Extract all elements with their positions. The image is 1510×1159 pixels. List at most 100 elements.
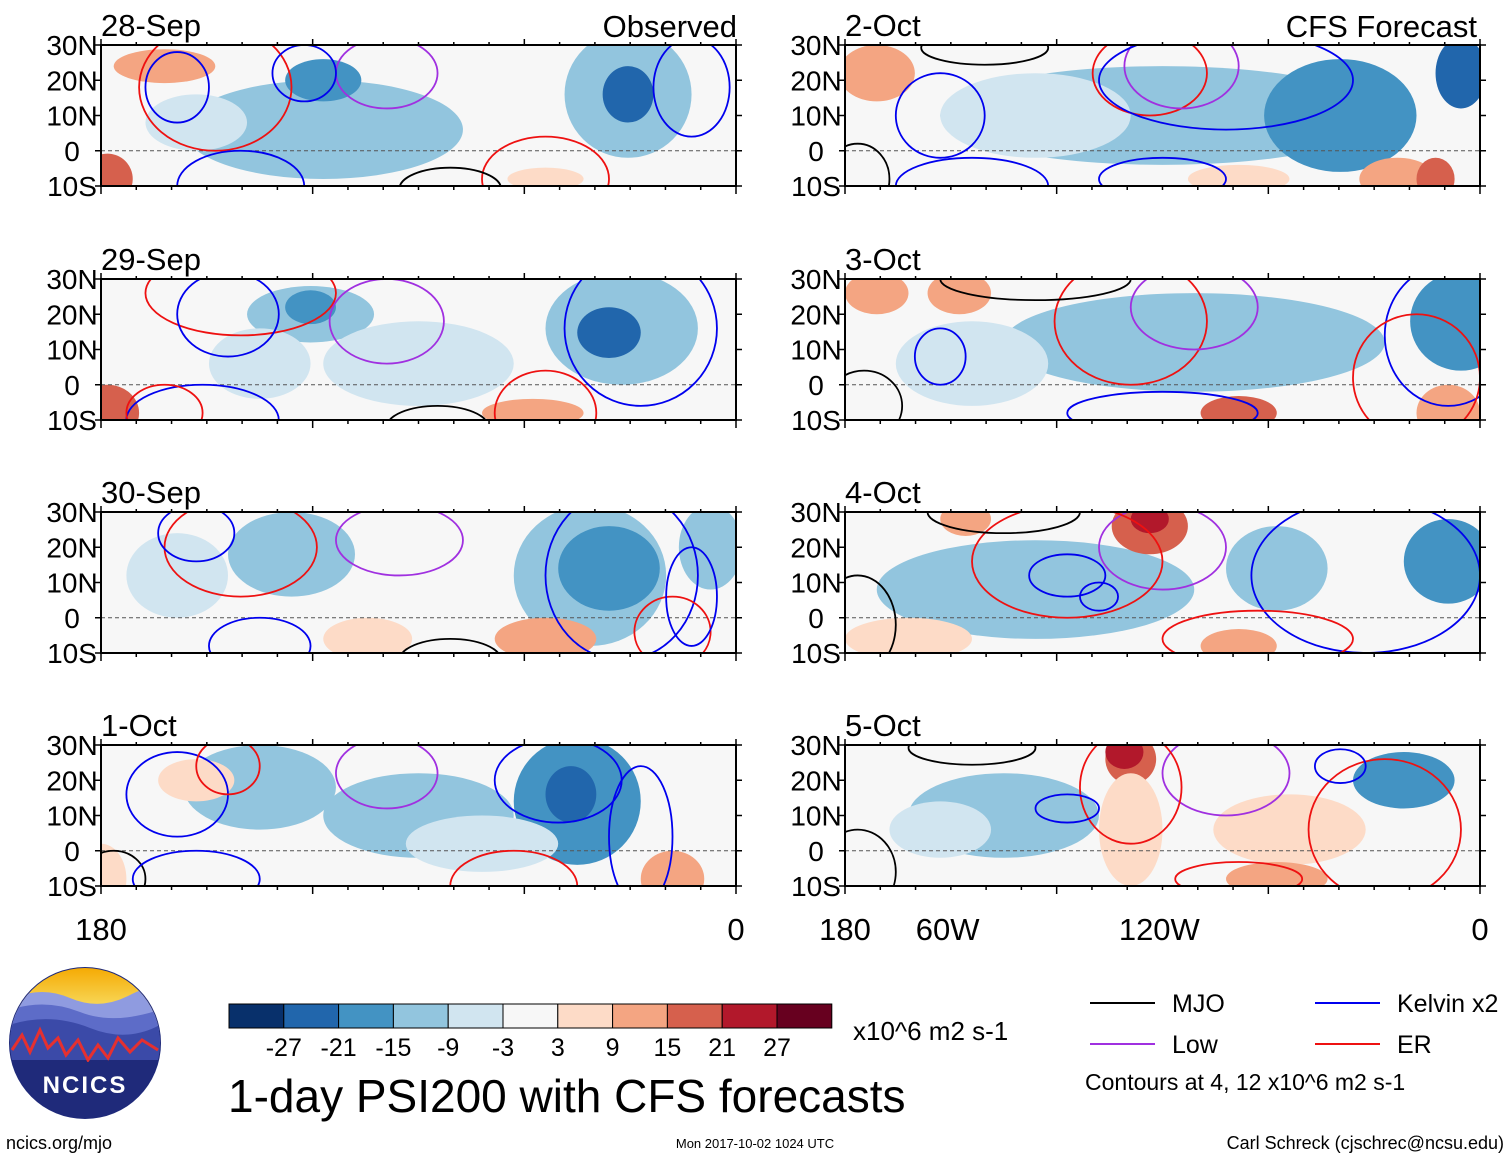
y-tick-label: 10S [47, 871, 97, 902]
kelvin-contour [652, 45, 731, 138]
colorbar-swatch [666, 1003, 723, 1029]
er-contour [481, 135, 610, 186]
field-blob [845, 45, 915, 102]
kelvin-contour [1066, 390, 1259, 420]
coastline [743, 505, 796, 600]
panel-30-Sep: 30N 20N 10N 0 10S 30-Sep [46, 475, 796, 669]
panel-date-label: 28-Sep [101, 8, 201, 43]
y-tick-label: 10S [791, 405, 841, 436]
field-blob [507, 167, 584, 186]
colorbar-label: -15 [375, 1034, 411, 1062]
kelvin-contour [1314, 748, 1367, 784]
field-blob [1264, 59, 1417, 172]
er-contour [971, 512, 1164, 619]
er-contour [1079, 745, 1183, 845]
footer-author: Carl Schreck (cjschrec@ncsu.edu) [1227, 1133, 1504, 1153]
y-tick-label: 10S [47, 171, 97, 202]
low-contour [335, 745, 439, 810]
field-blob [1187, 164, 1290, 186]
y-tick-label: 30N [790, 730, 841, 761]
panel-1-Oct: 30N 20N 10N 0 10S 1-Oct [46, 708, 742, 902]
er-contour [1161, 609, 1354, 653]
kelvin-contour [157, 512, 236, 563]
field-blob [482, 398, 584, 420]
low-contour [1123, 45, 1240, 110]
kelvin-contour [271, 45, 337, 103]
x-tick-label: 0 [1471, 912, 1488, 947]
coastline [743, 38, 796, 133]
coastline [1487, 505, 1510, 600]
x-tick-label: 0 [727, 912, 744, 947]
y-tick-label: 0 [64, 136, 80, 167]
legend-label: ER [1397, 1031, 1432, 1059]
colorbar-label: 27 [763, 1034, 791, 1062]
y-tick-label: 10N [790, 801, 841, 832]
field-blob [113, 49, 216, 84]
er-contour [1307, 758, 1462, 886]
legend-contour-note: Contours at 4, 12 x10^6 m2 s-1 [1085, 1069, 1405, 1095]
kelvin-contour [1098, 156, 1227, 186]
coastline [1487, 738, 1510, 833]
y-tick-label: 0 [808, 370, 824, 401]
field-blob [101, 153, 133, 186]
footer-url: ncics.org/mjo [6, 1133, 112, 1153]
field-blob [1403, 519, 1480, 604]
colorbar-label: -9 [437, 1034, 459, 1062]
er-contour [1053, 279, 1208, 386]
kelvin-contour [176, 149, 306, 186]
mjo-contour [920, 45, 1050, 66]
y-tick-label: 10S [47, 405, 97, 436]
er-contour [144, 279, 337, 337]
y-tick-label: 10S [791, 871, 841, 902]
er-contour [138, 45, 293, 152]
low-contour [1098, 512, 1227, 591]
panel-29-Sep: 30N 20N 10N 0 10S 29-Sep [46, 242, 742, 436]
low-contour [1129, 279, 1259, 351]
header-observed: Observed [603, 9, 737, 44]
field-blob [1359, 157, 1436, 186]
field-blob [1213, 794, 1366, 865]
field-blob [183, 80, 463, 179]
y-tick-label: 30N [790, 497, 841, 528]
panel-date-label: 1-Oct [101, 708, 177, 743]
er-contour [163, 512, 318, 598]
kelvin-contour [125, 383, 280, 420]
kelvin-contour [608, 765, 674, 886]
er-contour [633, 595, 712, 653]
y-tick-label: 10N [46, 101, 97, 132]
mjo-contour [845, 574, 897, 653]
mjo-contour [845, 828, 897, 886]
kelvin-contour [176, 279, 280, 358]
field-blob [1353, 752, 1455, 809]
mjo-contour [845, 369, 904, 420]
field-blob [285, 290, 336, 325]
colorbar-swatch [557, 1003, 614, 1029]
panel-28-Sep: 30N 20N 10N 0 10S 28-Sep [46, 8, 796, 202]
y-tick-label: 10N [790, 568, 841, 599]
y-tick-label: 10N [790, 101, 841, 132]
field-blob [895, 321, 1049, 406]
field-blob [889, 801, 992, 858]
field-blob [845, 279, 909, 315]
y-tick-label: 10N [46, 801, 97, 832]
colorbar-label: -3 [492, 1034, 514, 1062]
field-blob [101, 843, 127, 886]
kelvin-contour [1079, 581, 1119, 612]
y-tick-label: 10S [791, 638, 841, 669]
panel-date-label: 30-Sep [101, 475, 201, 510]
field-blob [158, 759, 235, 802]
y-tick-label: 30N [46, 730, 97, 761]
y-tick-label: 20N [790, 532, 841, 563]
field-blob [558, 526, 660, 611]
y-tick-label: 10S [791, 171, 841, 202]
mjo-contour [907, 745, 1037, 766]
y-tick-label: 10S [47, 638, 97, 669]
field-blob [640, 850, 705, 886]
colorbar-label: 9 [606, 1034, 620, 1062]
er-contour [1352, 313, 1480, 420]
x-tick-label: 180 [819, 912, 871, 947]
field-blob [927, 279, 992, 315]
panel-4-Oct: 30N 20N 10N 0 10S 4-Oct [790, 475, 1510, 669]
field-blob [228, 512, 355, 597]
